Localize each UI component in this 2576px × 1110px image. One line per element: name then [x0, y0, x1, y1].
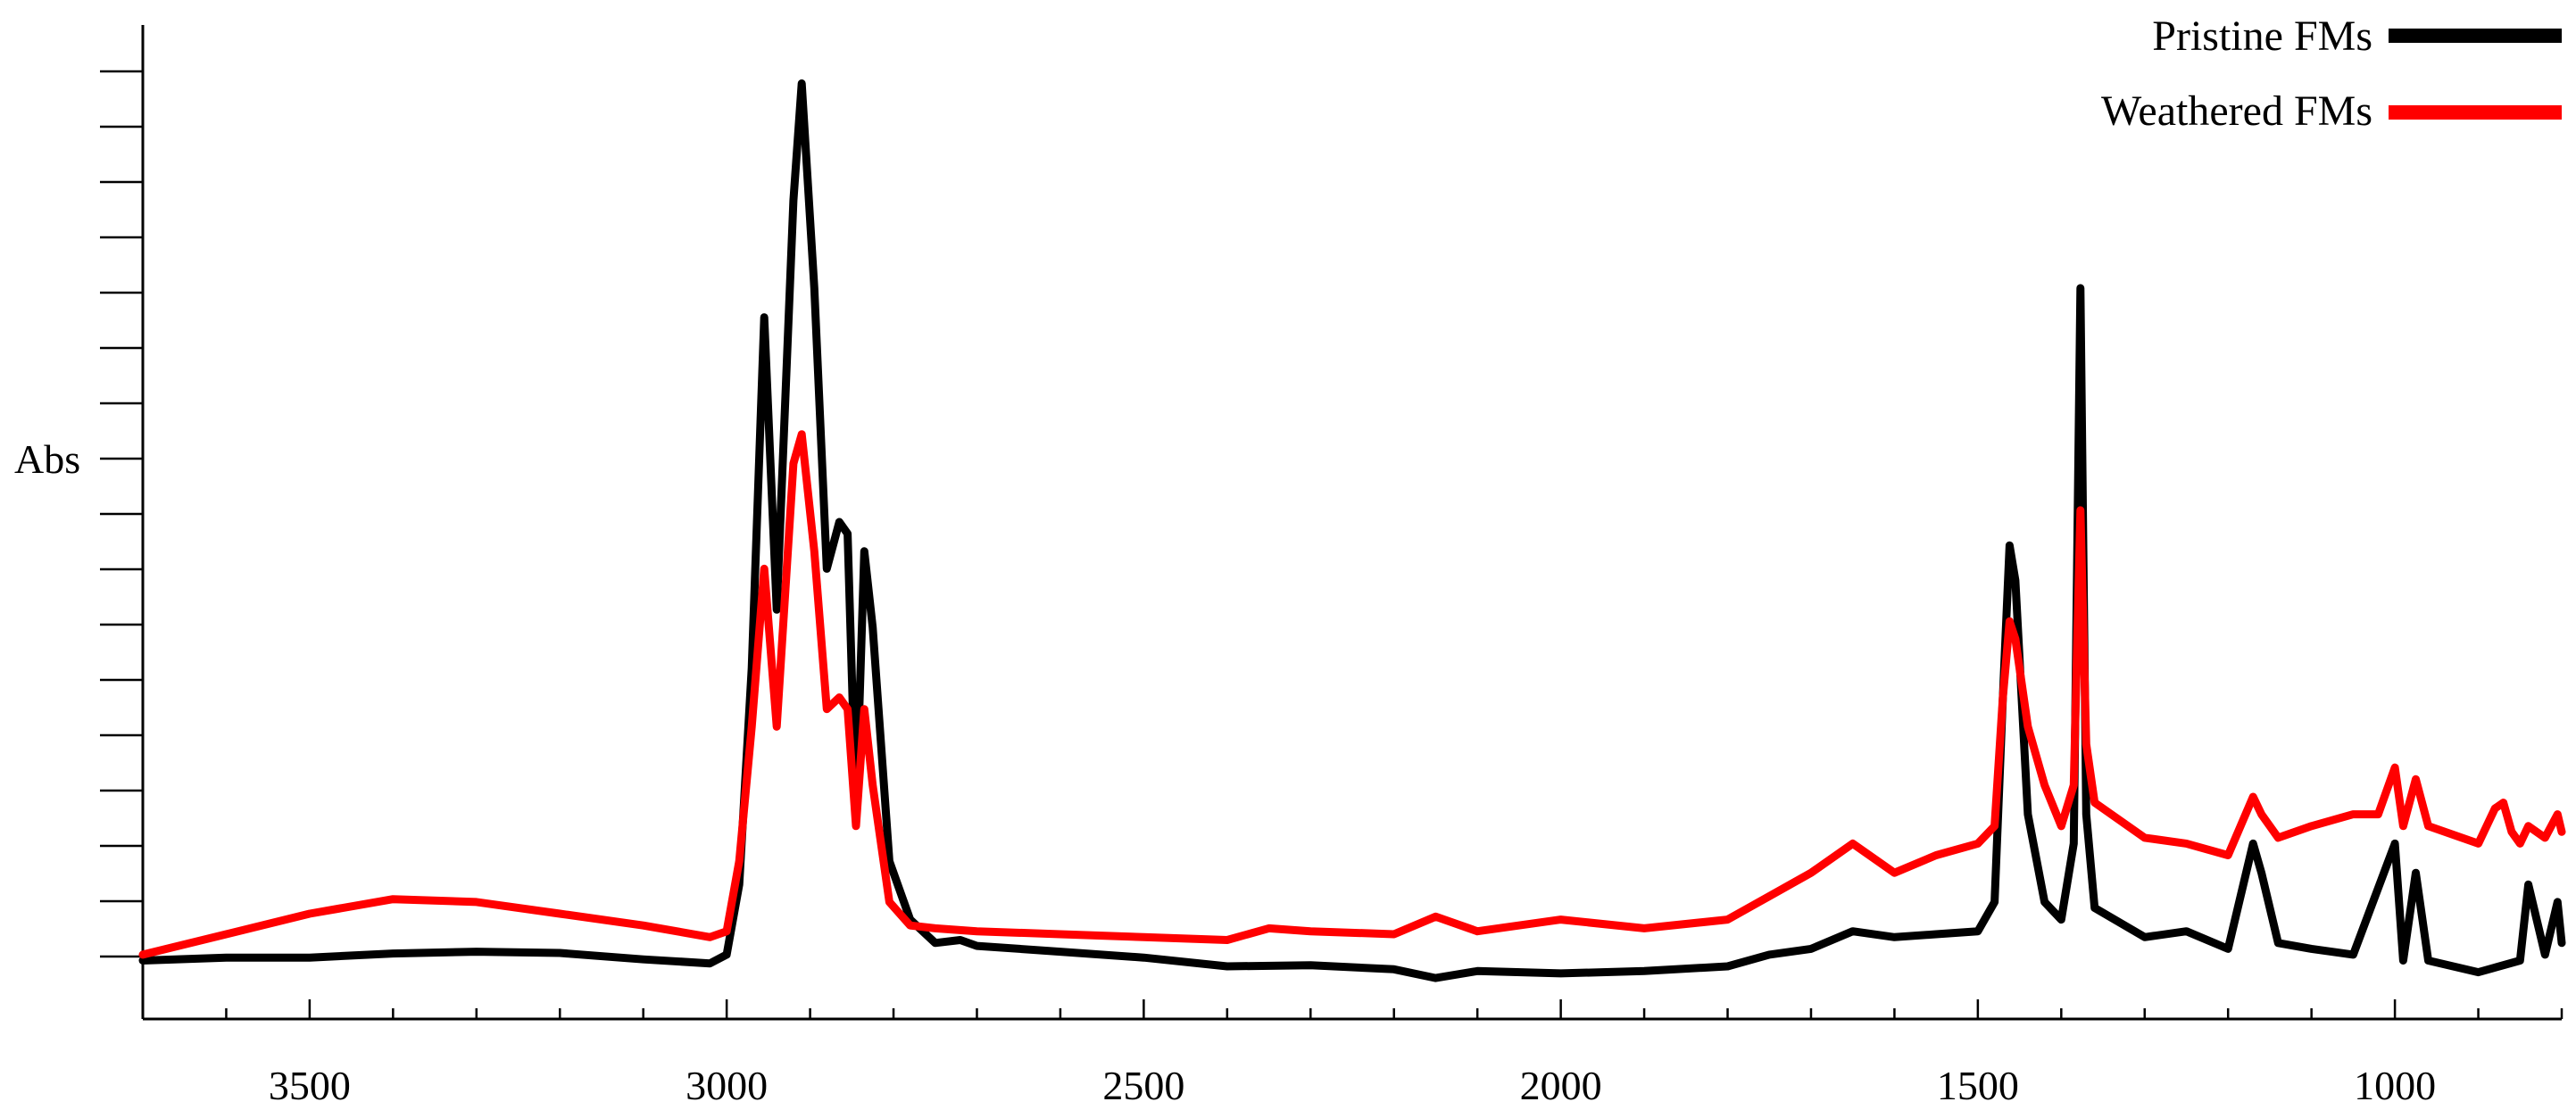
legend-entry-pristine: Pristine FMs: [2152, 12, 2562, 60]
x-tick-label: 3500: [269, 1063, 351, 1108]
x-tick-labels: 3500 3000 2500 2000 1500 1000: [269, 1063, 2436, 1108]
legend-label-weathered: Weathered FMs: [2101, 87, 2372, 135]
legend: Pristine FMs Weathered FMs: [2101, 12, 2562, 135]
x-tick-label: 3000: [686, 1063, 768, 1108]
x-ticks: [141, 999, 2564, 1019]
x-tick-label: 2000: [1520, 1063, 1602, 1108]
y-axis: Abs: [14, 25, 145, 1019]
legend-entry-weathered: Weathered FMs: [2101, 87, 2562, 135]
y-ticks: [100, 70, 143, 958]
legend-label-pristine: Pristine FMs: [2152, 12, 2372, 60]
x-axis: 3500 3000 2500 2000 1500 1000: [141, 999, 2564, 1108]
series-layer: [138, 79, 2566, 982]
series-line-weathered: [138, 430, 2566, 959]
series-line-pristine: [138, 79, 2566, 982]
x-tick-label: 2500: [1102, 1063, 1184, 1108]
x-tick-label: 1000: [2354, 1063, 2436, 1108]
x-tick-label: 1500: [1937, 1063, 2019, 1108]
y-axis-label: Abs: [14, 436, 80, 482]
